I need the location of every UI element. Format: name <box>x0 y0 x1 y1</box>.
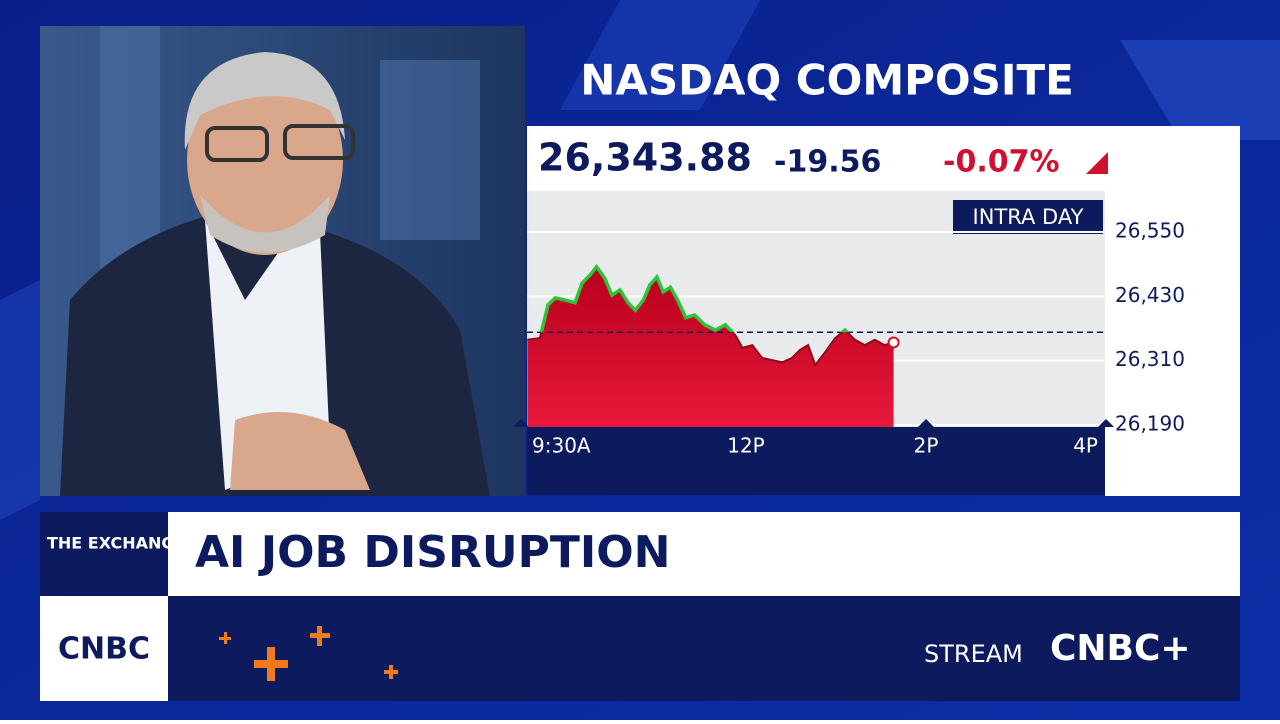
x-tick-mark <box>918 419 934 427</box>
x-tick-mark <box>513 419 529 427</box>
last-point <box>887 336 900 349</box>
line-up <box>539 263 850 333</box>
video-panel <box>40 26 525 496</box>
chart: 26,190 26,310 26,430 26,550 9:30A 12P 2P 4P <box>513 219 1185 458</box>
decor-plus <box>219 626 398 681</box>
y-tick-label: 26,190 <box>1115 412 1185 436</box>
x-tick-label: 9:30A <box>532 434 591 458</box>
x-axis-band <box>527 427 1105 495</box>
index-title: NASDAQ COMPOSITE <box>580 56 1074 105</box>
x-tick-label: 12P <box>727 434 765 458</box>
stream-label: STREAM <box>924 640 1023 668</box>
ticker-bar <box>168 596 1240 701</box>
x-tick-mark <box>1098 419 1114 427</box>
direction-icon <box>1086 152 1108 174</box>
period-badge <box>953 200 1103 234</box>
background-pattern <box>0 0 1280 520</box>
y-tick-label: 26,310 <box>1115 347 1185 371</box>
x-tick-label: 2P <box>914 434 939 458</box>
network-logo: CNBC <box>58 632 150 667</box>
headline: AI JOB DISRUPTION <box>195 527 670 578</box>
line-down <box>527 332 894 368</box>
stream-brand: CNBC+ <box>1050 628 1191 669</box>
period-label: INTRA DAY <box>973 205 1084 229</box>
price: 26,343.88 <box>538 136 752 180</box>
area <box>527 266 894 427</box>
y-tick-label: 26,430 <box>1115 283 1185 307</box>
percent-change: -0.07% <box>943 145 1060 180</box>
x-tick-label: 4P <box>1073 434 1098 458</box>
y-tick-label: 26,550 <box>1115 219 1185 243</box>
quote-bar <box>527 126 1240 191</box>
headline-bar <box>168 512 1240 596</box>
network-box <box>40 596 168 701</box>
y-axis-panel <box>1105 191 1240 496</box>
show-name-1: THE EXCHANGE <box>47 534 185 553</box>
show-box <box>40 512 168 596</box>
change: -19.56 <box>774 145 881 180</box>
